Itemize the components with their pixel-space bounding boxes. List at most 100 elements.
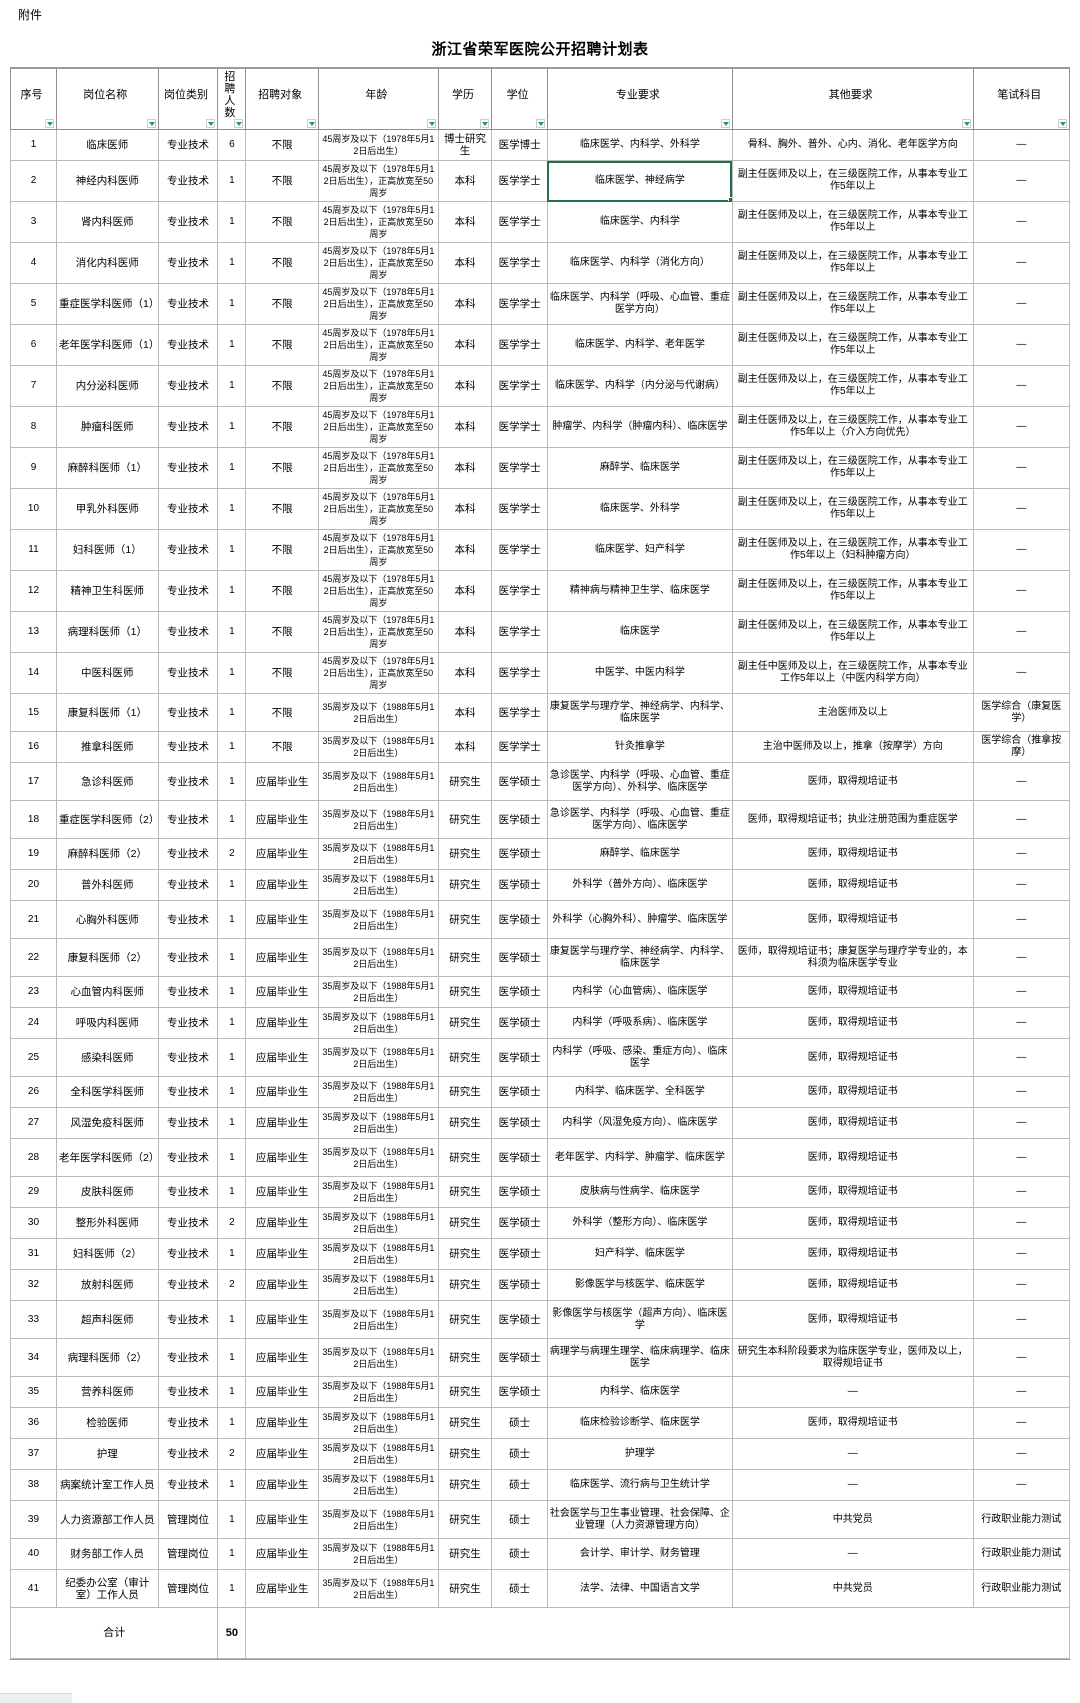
cell-target[interactable]: 不限	[245, 201, 320, 243]
cell-category[interactable]: 专业技术	[157, 1207, 219, 1239]
cell-age[interactable]: 35周岁及以下（1988年5月12日后出生）	[318, 1107, 439, 1139]
cell-count[interactable]: 1	[217, 1038, 247, 1077]
cell-exam[interactable]: —	[972, 1207, 1071, 1239]
cell-no[interactable]: 11	[10, 529, 57, 571]
column-header-target[interactable]: 招聘对象	[245, 67, 320, 130]
cell-other[interactable]: 副主任医师及以上，在三级医院工作，从事本专业工作5年以上	[731, 160, 974, 202]
cell-target[interactable]: 不限	[245, 488, 320, 530]
cell-other[interactable]: 医师，取得规培证书；执业注册范围为重症医学	[731, 800, 974, 839]
cell-education[interactable]: 研究生	[437, 900, 493, 939]
cell-education[interactable]: 本科	[437, 201, 493, 243]
cell-age[interactable]: 45周岁及以下（1978年5月12日后出生），正高放宽至50周岁	[318, 201, 439, 243]
table-row[interactable]: 18 重症医学科医师（2） 专业技术 1 应届毕业生 35周岁及以下（1988年5月12日…	[10, 800, 1071, 839]
cell-major[interactable]: 内科学（呼吸、感染、重症方向）、临床医学	[546, 1038, 733, 1077]
cell-age[interactable]: 45周岁及以下（1978年5月12日后出生），正高放宽至50周岁	[318, 242, 439, 284]
cell-count[interactable]: 2	[217, 838, 247, 870]
cell-other[interactable]: 副主任医师及以上，在三级医院工作，从事本专业工作5年以上（介入方向优先）	[731, 406, 974, 448]
cell-name[interactable]: 急诊科医师	[55, 762, 159, 801]
cell-major[interactable]: 康复医学与理疗学、神经病学、内科学、临床医学	[546, 938, 733, 977]
cell-age[interactable]: 45周岁及以下（1978年5月12日后出生），正高放宽至50周岁	[318, 406, 439, 448]
column-header-degree[interactable]: 学位	[491, 67, 548, 130]
cell-count[interactable]: 1	[217, 762, 247, 801]
cell-age[interactable]: 35周岁及以下（1988年5月12日后出生）	[318, 762, 439, 801]
cell-major-selected[interactable]: 临床医学、神经病学	[546, 160, 733, 202]
cell-other[interactable]: 医师，取得规培证书	[731, 1207, 974, 1239]
filter-dropdown-icon[interactable]	[307, 119, 317, 128]
table-row[interactable]: 39 人力资源部工作人员 管理岗位 1 应届毕业生 35周岁及以下（1988年5月12日后…	[10, 1500, 1071, 1539]
cell-other[interactable]: 医师，取得规培证书	[731, 838, 974, 870]
cell-category[interactable]: 管理岗位	[157, 1569, 219, 1608]
cell-major[interactable]: 影像医学与核医学（超声方向）、临床医学	[546, 1300, 733, 1339]
cell-education[interactable]: 本科	[437, 731, 493, 763]
cell-name[interactable]: 病理科医师（2）	[55, 1338, 159, 1377]
cell-exam[interactable]: —	[972, 529, 1071, 571]
table-row[interactable]: 17 急诊科医师 专业技术 1 应届毕业生 35周岁及以下（1988年5月12日后出生）研…	[10, 762, 1071, 801]
cell-category[interactable]: 专业技术	[157, 324, 219, 366]
table-row[interactable]: 21 心胸外科医师 专业技术 1 应届毕业生 35周岁及以下（1988年5月12日后出生）…	[10, 900, 1071, 939]
cell-no[interactable]: 2	[10, 160, 57, 202]
cell-target[interactable]: 不限	[245, 447, 320, 489]
cell-count[interactable]: 6	[217, 129, 247, 161]
cell-exam[interactable]: —	[972, 1007, 1071, 1039]
cell-no[interactable]: 37	[10, 1438, 57, 1470]
table-row[interactable]: 26 全科医学科医师 专业技术 1 应届毕业生 35周岁及以下（1988年5月12日后出生…	[10, 1076, 1071, 1108]
cell-target[interactable]: 不限	[245, 570, 320, 612]
cell-target[interactable]: 不限	[245, 283, 320, 325]
cell-exam[interactable]: —	[972, 869, 1071, 901]
cell-name[interactable]: 病理科医师（1）	[55, 611, 159, 653]
filter-dropdown-icon[interactable]	[961, 119, 971, 128]
cell-age[interactable]: 35周岁及以下（1988年5月12日后出生）	[318, 693, 439, 732]
filter-dropdown-icon[interactable]	[720, 119, 730, 128]
total-blank-area[interactable]	[245, 1607, 1070, 1659]
cell-target[interactable]: 应届毕业生	[245, 1238, 320, 1270]
cell-major[interactable]: 急诊医学、内科学（呼吸、心血管、重症医学方向）、外科学、临床医学	[546, 762, 733, 801]
cell-other[interactable]: 医师，取得规培证书	[731, 1407, 974, 1439]
cell-count[interactable]: 1	[217, 529, 247, 571]
cell-major[interactable]: 肿瘤学、内科学（肿瘤内科）、临床医学	[546, 406, 733, 448]
cell-name[interactable]: 精神卫生科医师	[55, 570, 159, 612]
cell-name[interactable]: 甲乳外科医师	[55, 488, 159, 530]
cell-name[interactable]: 放射科医师	[55, 1269, 159, 1301]
cell-degree[interactable]: 医学硕士	[491, 900, 548, 939]
cell-age[interactable]: 35周岁及以下（1988年5月12日后出生）	[318, 838, 439, 870]
cell-degree[interactable]: 医学学士	[491, 529, 548, 571]
cell-education[interactable]: 研究生	[437, 800, 493, 839]
cell-degree[interactable]: 医学学士	[491, 652, 548, 694]
cell-name[interactable]: 检验医师	[55, 1407, 159, 1439]
cell-degree[interactable]: 医学学士	[491, 611, 548, 653]
cell-exam[interactable]: —	[972, 1176, 1071, 1208]
table-row[interactable]: 27 风湿免疫科医师 专业技术 1 应届毕业生 35周岁及以下（1988年5月12日后出生…	[10, 1107, 1071, 1139]
cell-name[interactable]: 全科医学科医师	[55, 1076, 159, 1108]
cell-category[interactable]: 专业技术	[157, 1300, 219, 1339]
cell-age[interactable]: 45周岁及以下（1978年5月12日后出生），正高放宽至50周岁	[318, 447, 439, 489]
cell-name[interactable]: 财务部工作人员	[55, 1538, 159, 1570]
cell-category[interactable]: 专业技术	[157, 529, 219, 571]
cell-count[interactable]: 2	[217, 1269, 247, 1301]
cell-count[interactable]: 1	[217, 201, 247, 243]
cell-count[interactable]: 1	[217, 488, 247, 530]
cell-other[interactable]: 副主任医师及以上，在三级医院工作，从事本专业工作5年以上	[731, 447, 974, 489]
cell-degree[interactable]: 医学硕士	[491, 800, 548, 839]
cell-age[interactable]: 35周岁及以下（1988年5月12日后出生）	[318, 1007, 439, 1039]
cell-other[interactable]: —	[731, 1438, 974, 1470]
cell-category[interactable]: 专业技术	[157, 800, 219, 839]
cell-degree[interactable]: 医学学士	[491, 488, 548, 530]
cell-no[interactable]: 4	[10, 242, 57, 284]
cell-target[interactable]: 不限	[245, 129, 320, 161]
filter-dropdown-icon[interactable]	[1058, 119, 1067, 128]
cell-education[interactable]: 研究生	[437, 1300, 493, 1339]
cell-age[interactable]: 45周岁及以下（1978年5月12日后出生），正高放宽至50周岁	[318, 611, 439, 653]
cell-count[interactable]: 2	[217, 1438, 247, 1470]
cell-other[interactable]: 中共党员	[731, 1569, 974, 1608]
cell-exam[interactable]: —	[972, 1269, 1071, 1301]
cell-target[interactable]: 应届毕业生	[245, 976, 320, 1008]
cell-education[interactable]: 研究生	[437, 1238, 493, 1270]
cell-degree[interactable]: 硕士	[491, 1569, 548, 1608]
cell-category[interactable]: 管理岗位	[157, 1538, 219, 1570]
cell-count[interactable]: 1	[217, 1176, 247, 1208]
cell-other[interactable]: 医师，取得规培证书；康复医学与理疗学专业的，本科须为临床医学专业	[731, 938, 974, 977]
table-row[interactable]: 11 妇科医师（1） 专业技术 1 不限 45周岁及以下（1978年5月12日后出生），正…	[10, 529, 1071, 571]
cell-name[interactable]: 肾内科医师	[55, 201, 159, 243]
table-row[interactable]: 32 放射科医师 专业技术 2 应届毕业生 35周岁及以下（1988年5月12日后出生）研…	[10, 1269, 1071, 1301]
cell-education[interactable]: 本科	[437, 283, 493, 325]
